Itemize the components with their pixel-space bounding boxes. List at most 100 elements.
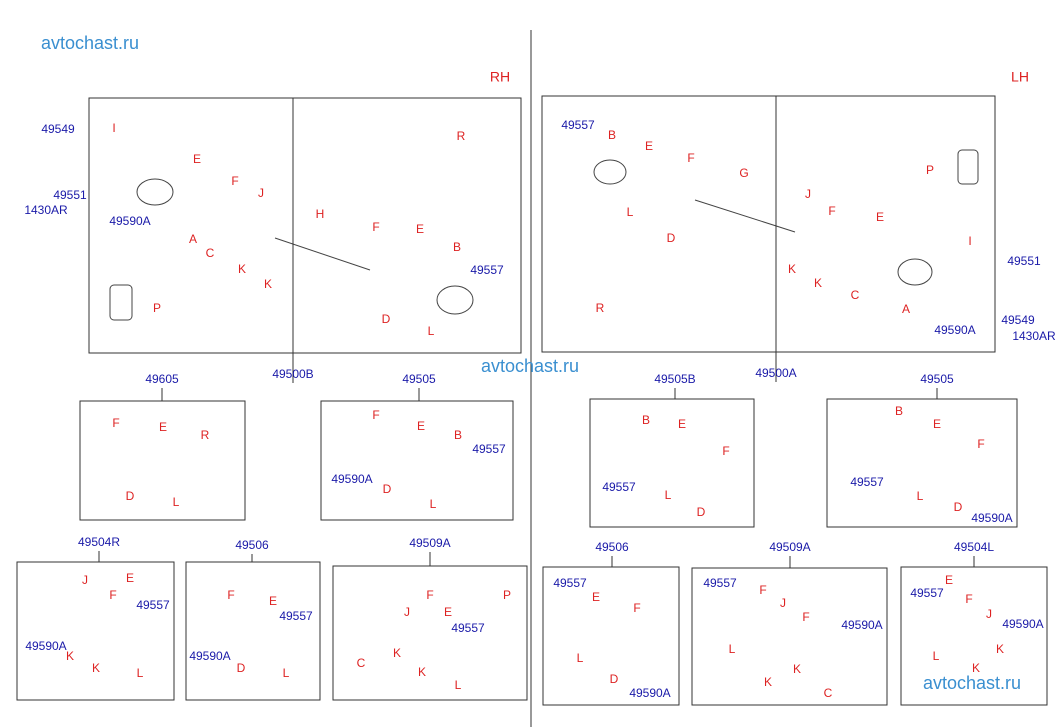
part-label: 49590A <box>331 472 372 486</box>
part-label: D <box>383 482 392 496</box>
part-label: 1430AR <box>24 203 68 217</box>
panel-box <box>826 398 1018 528</box>
part-label: F <box>977 437 984 451</box>
part-label: F <box>426 588 433 602</box>
part-label: 49590A <box>934 323 975 337</box>
part-label: F <box>112 416 119 430</box>
part-label: D <box>610 672 619 686</box>
part-label: L <box>627 205 634 219</box>
part-label: I <box>968 234 971 248</box>
panel-box <box>542 566 680 706</box>
panel-box <box>320 400 514 521</box>
part-label: E <box>645 139 653 153</box>
joint <box>593 159 627 185</box>
part-label: F <box>802 610 809 624</box>
part-label: F <box>965 592 972 606</box>
part-label: B <box>895 404 903 418</box>
part-label: R <box>201 428 210 442</box>
part-label: J <box>805 187 811 201</box>
part-label: R <box>457 129 466 143</box>
part-label: L <box>173 495 180 509</box>
part-label: 49557 <box>472 442 506 456</box>
part-label: E <box>444 605 452 619</box>
grease <box>957 149 979 185</box>
part-label: E <box>876 210 884 224</box>
part-label: F <box>828 204 835 218</box>
part-label: 49557 <box>553 576 587 590</box>
part-label: P <box>926 163 934 177</box>
part-label: J <box>404 605 410 619</box>
part-label: L <box>729 642 736 656</box>
joint <box>897 258 933 286</box>
part-label: K <box>814 276 822 290</box>
part-label: D <box>237 661 246 675</box>
panel-box <box>88 97 522 354</box>
assembly-code: 49500B <box>272 367 313 381</box>
part-label: D <box>667 231 676 245</box>
grease <box>109 284 133 321</box>
part-label: D <box>954 500 963 514</box>
assembly-code: 49504R <box>78 535 120 549</box>
part-label: 49590A <box>841 618 882 632</box>
part-label: 49590A <box>1002 617 1043 631</box>
part-label: D <box>126 489 135 503</box>
part-label: A <box>189 232 197 246</box>
part-label: L <box>933 649 940 663</box>
part-label: L <box>577 651 584 665</box>
part-label: F <box>231 174 238 188</box>
part-label: P <box>503 588 511 602</box>
assembly-code: 49504L <box>954 540 994 554</box>
part-label: J <box>986 607 992 621</box>
part-label: A <box>902 302 910 316</box>
panel-box <box>185 561 321 701</box>
part-label: 49590A <box>971 511 1012 525</box>
part-label: 49557 <box>451 621 485 635</box>
part-label: K <box>92 661 100 675</box>
part-label: K <box>66 649 74 663</box>
part-label: E <box>159 420 167 434</box>
part-label: 49557 <box>703 576 737 590</box>
part-label: 49557 <box>850 475 884 489</box>
assembly-code: 49505 <box>920 372 954 386</box>
part-label: 49551 <box>1007 254 1041 268</box>
part-label: B <box>454 428 462 442</box>
part-label: J <box>258 186 264 200</box>
part-label: J <box>82 573 88 587</box>
part-label: D <box>382 312 391 326</box>
part-label: K <box>264 277 272 291</box>
part-label: 49590A <box>109 214 150 228</box>
part-label: C <box>357 656 366 670</box>
part-label: K <box>996 642 1004 656</box>
part-label: E <box>193 152 201 166</box>
part-label: E <box>417 419 425 433</box>
watermark: avtochast.ru <box>41 33 139 53</box>
part-label: C <box>824 686 833 700</box>
part-label: F <box>109 588 116 602</box>
joint <box>436 285 474 315</box>
part-label: E <box>933 417 941 431</box>
side-label: RH <box>490 69 510 85</box>
assembly-code: 49505 <box>402 372 436 386</box>
part-label: C <box>851 288 860 302</box>
part-label: 49557 <box>602 480 636 494</box>
part-label: F <box>372 220 379 234</box>
panel-box <box>16 561 175 701</box>
shaft <box>694 199 796 233</box>
side-label: LH <box>1011 69 1029 85</box>
part-label: D <box>697 505 706 519</box>
joint <box>136 178 174 206</box>
part-label: K <box>393 646 401 660</box>
assembly-code: 49500A <box>755 366 796 380</box>
part-label: 49549 <box>1001 313 1035 327</box>
part-label: 49549 <box>41 122 75 136</box>
panel-box <box>541 95 996 353</box>
part-label: E <box>126 571 134 585</box>
part-label: R <box>596 301 605 315</box>
part-label: E <box>678 417 686 431</box>
assembly-code: 49509A <box>409 536 450 550</box>
assembly-code: 49506 <box>235 538 269 552</box>
assembly-code: 49506 <box>595 540 629 554</box>
shaft <box>274 237 371 271</box>
part-label: E <box>945 573 953 587</box>
part-label: G <box>739 166 748 180</box>
